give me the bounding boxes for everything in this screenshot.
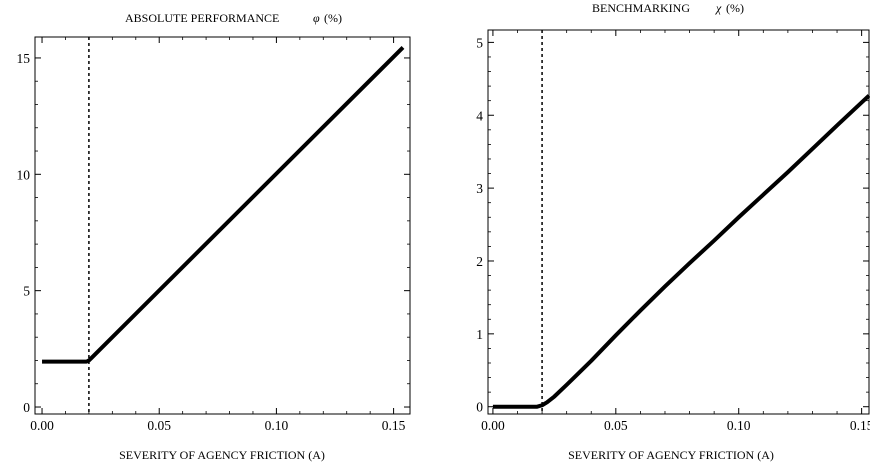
- y-tick-label: 0: [23, 400, 30, 415]
- y-ticks: 0 1 2 3 4 5: [476, 35, 869, 415]
- x-tick-label: 0.05: [604, 418, 628, 433]
- y-tick-label: 2: [476, 254, 483, 269]
- x-tick-label: 0.15: [382, 418, 406, 433]
- x-axis-label: SEVERITY OF AGENCY FRICTION (A): [568, 448, 774, 462]
- y-tick-label: 3: [476, 181, 483, 196]
- y-tick-label: 15: [17, 51, 31, 66]
- y-ticks: 0 5 10 15: [17, 51, 410, 415]
- y-tick-label: 5: [23, 284, 30, 299]
- y-tick-label: 1: [476, 327, 483, 342]
- x-tick-label: 0.10: [727, 418, 751, 433]
- chart-title: ABSOLUTE PERFORMANCE: [125, 11, 279, 25]
- y-tick-label: 5: [476, 35, 483, 50]
- chart-title-unit: (%): [726, 1, 744, 15]
- chart-title-symbol: φ: [313, 11, 320, 25]
- x-tick-label: 0.00: [30, 418, 54, 433]
- x-tick-label: 0.15: [850, 418, 870, 433]
- plot-frame: [34, 36, 411, 415]
- y-tick-label: 10: [17, 167, 31, 182]
- plot-frame: [487, 29, 870, 415]
- y-tick-label: 0: [476, 400, 483, 415]
- x-tick-label: 0.10: [265, 418, 289, 433]
- x-ticks: 0.00 0.05 0.10 0.15: [30, 37, 406, 433]
- series-line: [492, 94, 870, 409]
- x-axis-label: SEVERITY OF AGENCY FRICTION (A): [119, 448, 325, 462]
- y-tick-label: 4: [476, 108, 483, 123]
- chart-benchmarking: BENCHMARKING χ (%) 0.00 0.05 0.10 0.15 0 1 2 3…: [476, 1, 870, 462]
- x-tick-label: 0.00: [481, 418, 505, 433]
- chart-title-unit: (%): [324, 11, 342, 25]
- x-tick-label: 0.05: [147, 418, 171, 433]
- chart-title-symbol: χ: [715, 1, 722, 15]
- chart-title: BENCHMARKING: [592, 1, 690, 15]
- chart-absolute-performance: ABSOLUTE PERFORMANCE φ (%) 0.00 0.05 0.10 0…: [17, 11, 411, 462]
- x-ticks: 0.00 0.05 0.10 0.15: [481, 30, 870, 433]
- series-line: [42, 46, 405, 364]
